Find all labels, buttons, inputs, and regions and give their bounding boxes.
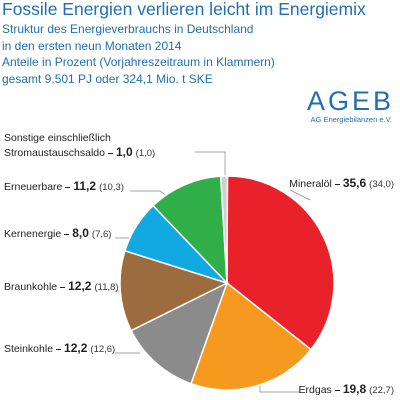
leader-line [195, 151, 226, 178]
logo-subtitle: AG Energiebilanzen e.V. [310, 115, 392, 124]
category-name: Steinkohle [4, 343, 54, 355]
previous-year-label: (12,6) [90, 344, 116, 355]
title: Fossile Energien verlieren leicht im Ene… [2, 0, 366, 19]
slice-label: Erneuerbare 11,2 (10,3) [4, 179, 124, 195]
category-name: Erneuerbare [4, 181, 63, 193]
previous-year-label: (22,7) [369, 385, 394, 396]
subtitle: Struktur des Energieverbrauchs in Deutsc… [2, 22, 254, 36]
separator [65, 186, 71, 188]
slice-label: Kernenergie 8,0 (7,6) [4, 226, 111, 242]
previous-year-label: (7,6) [91, 229, 112, 240]
category-name: Mineralöl [289, 178, 332, 190]
value-label: 1,0 [115, 145, 133, 159]
value-label: 12,2 [64, 341, 88, 355]
logo: AGEB [306, 86, 394, 116]
pie-slice [226, 175, 335, 351]
slice-label: Sonstige einschließlich Stromaustauschsa… [4, 131, 179, 161]
pie-slice [119, 249, 229, 332]
separator [334, 183, 340, 185]
slice-label: Erdgas 19,8 (22,7) [299, 382, 394, 398]
separator [60, 286, 66, 288]
separator [56, 348, 62, 350]
separator [107, 152, 113, 154]
category-name: Braunkohle [4, 281, 58, 293]
value-label: 8,0 [72, 226, 89, 240]
category-name: Sonstige einschließlich Stromaustauschsa… [4, 132, 111, 159]
subtitle: in den ersten neun Monaten 2014 [2, 38, 182, 53]
pie-slice [219, 175, 229, 284]
separator [334, 389, 340, 391]
slice-label: Mineralöl 35,6 (34,0) [289, 176, 394, 192]
category-name: Kernenergie [4, 228, 62, 240]
separator [64, 233, 70, 235]
subtitle: gesamt 9.501 PJ oder 324,1 Mio. t SKE [2, 71, 213, 86]
pie-slice [152, 175, 228, 285]
previous-year-label: (1,0) [135, 148, 156, 159]
value-label: 19,8 [342, 382, 367, 396]
subtitle: Anteile in Prozent (Vorjahreszeitraum in… [2, 55, 275, 69]
previous-year-label: (10,3) [99, 182, 124, 193]
value-label: 35,6 [342, 176, 367, 190]
value-label: 12,2 [68, 279, 92, 293]
value-label: 11,2 [73, 179, 97, 193]
leader-line [289, 189, 311, 201]
pie-slice [130, 281, 229, 385]
previous-year-label: (11,8) [94, 282, 119, 293]
slice-label: Braunkohle 12,2 (11,8) [4, 279, 119, 295]
pie-slice [190, 281, 312, 391]
slice-label: Steinkohle 12,2 (12,6) [4, 341, 115, 357]
previous-year-label: (34,0) [369, 179, 394, 190]
category-name: Erdgas [298, 384, 332, 396]
